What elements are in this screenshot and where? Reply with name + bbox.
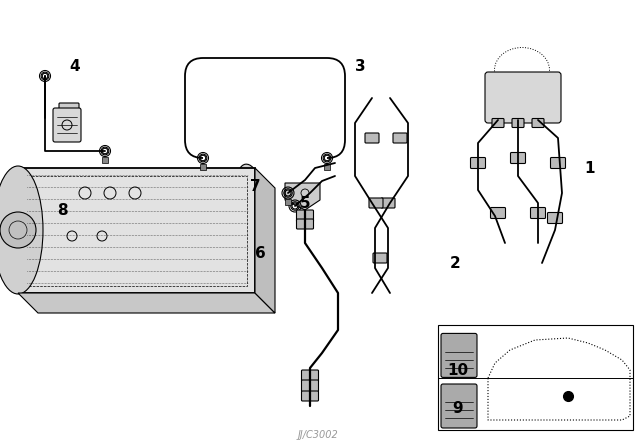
FancyBboxPatch shape	[373, 253, 387, 263]
Text: 7: 7	[250, 178, 260, 194]
FancyBboxPatch shape	[441, 333, 477, 377]
FancyBboxPatch shape	[532, 119, 544, 128]
FancyBboxPatch shape	[531, 207, 545, 219]
FancyBboxPatch shape	[441, 384, 477, 428]
Bar	[438, 325, 633, 430]
Polygon shape	[285, 183, 320, 210]
FancyBboxPatch shape	[492, 119, 504, 128]
Text: 5: 5	[300, 195, 310, 211]
Text: 8: 8	[57, 202, 67, 217]
Text: 1: 1	[585, 160, 595, 176]
FancyBboxPatch shape	[296, 210, 314, 222]
Ellipse shape	[0, 166, 43, 294]
FancyBboxPatch shape	[301, 380, 319, 392]
FancyBboxPatch shape	[485, 72, 561, 123]
Polygon shape	[18, 168, 255, 293]
Ellipse shape	[238, 164, 258, 196]
Polygon shape	[255, 168, 275, 313]
FancyBboxPatch shape	[490, 207, 506, 219]
Text: 9: 9	[452, 401, 463, 415]
FancyBboxPatch shape	[547, 212, 563, 224]
Bar	[25, 176, 247, 286]
FancyBboxPatch shape	[512, 119, 524, 128]
Text: JJ/C3002: JJ/C3002	[298, 430, 339, 440]
FancyBboxPatch shape	[296, 219, 314, 229]
FancyBboxPatch shape	[369, 198, 383, 208]
Text: 6: 6	[255, 246, 266, 260]
FancyBboxPatch shape	[301, 391, 319, 401]
FancyBboxPatch shape	[511, 152, 525, 164]
Text: 4: 4	[70, 59, 80, 73]
Circle shape	[0, 212, 36, 248]
FancyBboxPatch shape	[393, 133, 407, 143]
FancyBboxPatch shape	[470, 158, 486, 168]
FancyBboxPatch shape	[301, 370, 319, 382]
Text: 3: 3	[355, 59, 365, 73]
FancyBboxPatch shape	[381, 198, 395, 208]
Polygon shape	[18, 293, 275, 313]
Text: 2: 2	[450, 255, 460, 271]
FancyBboxPatch shape	[59, 103, 79, 129]
FancyBboxPatch shape	[53, 108, 81, 142]
FancyBboxPatch shape	[550, 158, 566, 168]
FancyBboxPatch shape	[365, 133, 379, 143]
Text: 10: 10	[447, 362, 468, 378]
